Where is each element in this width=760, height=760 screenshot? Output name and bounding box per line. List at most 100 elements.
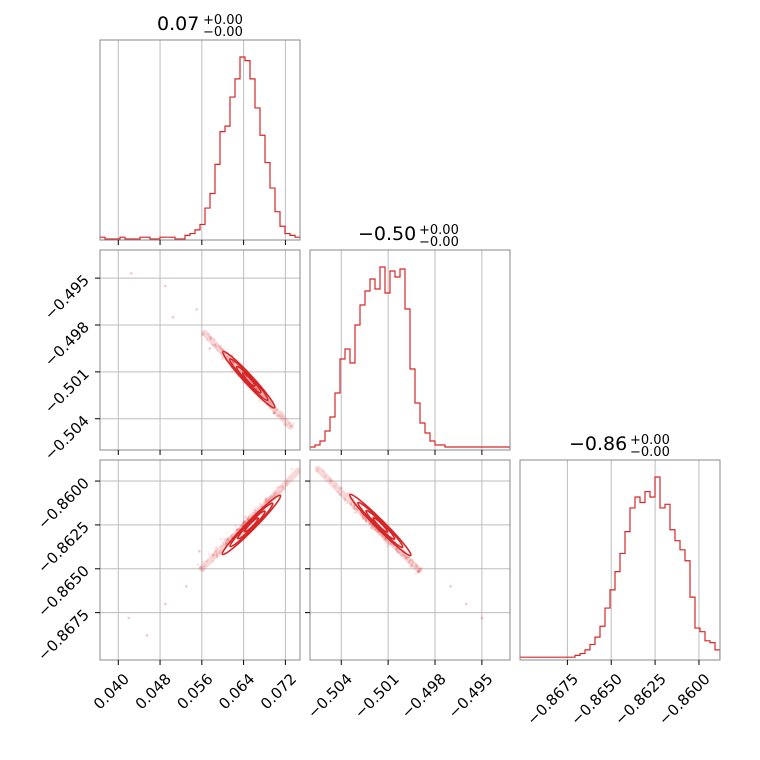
panel-title: 0.07 +0.00 −0.00: [157, 13, 243, 40]
sample-point: [273, 491, 277, 494]
sample-point: [267, 400, 271, 404]
sample-point: [394, 547, 398, 551]
sample-point: [236, 527, 240, 531]
sample-point: [403, 556, 407, 560]
sample-point: [278, 490, 281, 493]
panel-title: −0.86 +0.00 −0.00: [569, 433, 670, 460]
sample-point: [255, 387, 258, 390]
sample-point: [404, 555, 408, 558]
sample-point: [222, 543, 226, 547]
sample-point: [282, 417, 286, 421]
sample-point: [419, 568, 422, 571]
histogram-bars: [100, 56, 300, 240]
sample-point: [219, 344, 222, 348]
x-tick-label: −0.495: [445, 670, 497, 722]
sample-point: [265, 496, 268, 499]
outlier-point: [127, 616, 131, 620]
sample-point: [241, 521, 245, 525]
sample-point: [391, 544, 395, 548]
sample-point: [395, 547, 398, 551]
sample-point: [292, 422, 296, 425]
sample-point: [384, 540, 388, 544]
density-contour: [357, 501, 404, 549]
sample-point: [371, 526, 375, 529]
sample-point: [272, 495, 275, 498]
sample-point: [263, 498, 267, 501]
sample-point: [368, 522, 371, 525]
sample-point: [416, 570, 420, 574]
sample-point: [202, 569, 205, 572]
sample-point: [225, 539, 228, 542]
sample-point: [410, 562, 413, 566]
sample-point: [255, 506, 258, 509]
sample-point: [343, 499, 347, 502]
density-contour: [221, 494, 282, 556]
outlier-point: [163, 602, 167, 606]
sample-point: [374, 528, 378, 532]
sample-point: [200, 567, 203, 570]
panel-title: −0.50 +0.00 −0.00: [358, 223, 459, 250]
sample-point: [408, 559, 411, 563]
sample-point: [241, 521, 245, 525]
sample-point: [413, 565, 417, 568]
sample-point: [364, 518, 367, 521]
sample-point: [243, 521, 247, 524]
sample-point: [417, 569, 421, 573]
sample-point: [268, 496, 271, 500]
sample-point: [246, 516, 250, 520]
sample-point: [225, 355, 229, 359]
outlier-point: [197, 549, 201, 553]
histogram-step-line: [310, 266, 510, 449]
sample-point: [362, 515, 365, 519]
x-ticks: −0.504−0.501−0.498−0.495: [304, 660, 497, 722]
density-contour: [229, 502, 274, 548]
sample-point: [214, 345, 218, 349]
sample-point: [225, 541, 228, 545]
grid: [100, 460, 300, 660]
sample-point: [240, 533, 244, 536]
sample-point: [201, 560, 205, 564]
sample-point: [226, 536, 230, 540]
sample-point: [235, 528, 239, 532]
histogram-step-line: [100, 56, 300, 240]
sample-point: [335, 481, 339, 485]
sample-point: [201, 333, 205, 336]
sample-point: [385, 542, 389, 545]
sample-point: [230, 369, 234, 373]
sample-point: [411, 561, 415, 565]
sample-point: [402, 553, 405, 557]
outlier-point: [480, 616, 484, 620]
sample-point: [336, 490, 339, 494]
sample-point: [368, 522, 372, 526]
outlier-point: [145, 634, 149, 637]
sample-point: [269, 496, 272, 500]
sample-point: [364, 519, 368, 523]
panel-diag-2: −0.8675−0.8650−0.8625−0.8600 −0.86 +0.00…: [519, 433, 721, 729]
sample-point: [272, 412, 276, 415]
sample-point: [400, 554, 403, 557]
sample-point: [364, 519, 368, 523]
sample-point: [362, 517, 365, 520]
sample-point: [382, 535, 385, 539]
sample-point: [395, 549, 399, 553]
sample-point: [396, 547, 399, 551]
sample-point: [221, 356, 225, 360]
histogram-step-line: [520, 476, 720, 659]
y-tick-label: −0.498: [41, 318, 93, 370]
sample-point: [232, 533, 235, 537]
sample-point: [396, 550, 400, 553]
scatter-marks: [127, 467, 300, 637]
sample-point: [226, 537, 229, 541]
sample-point: [352, 504, 356, 507]
sample-point: [280, 410, 284, 414]
sample-point: [261, 394, 265, 397]
sample-point: [258, 399, 261, 402]
title-sup: +0.00: [419, 223, 459, 238]
sample-point: [333, 484, 337, 488]
sample-point: [250, 510, 254, 514]
sample-point: [394, 546, 397, 550]
sample-point: [213, 337, 216, 341]
sample-point: [397, 551, 400, 555]
sample-point: [275, 486, 279, 489]
